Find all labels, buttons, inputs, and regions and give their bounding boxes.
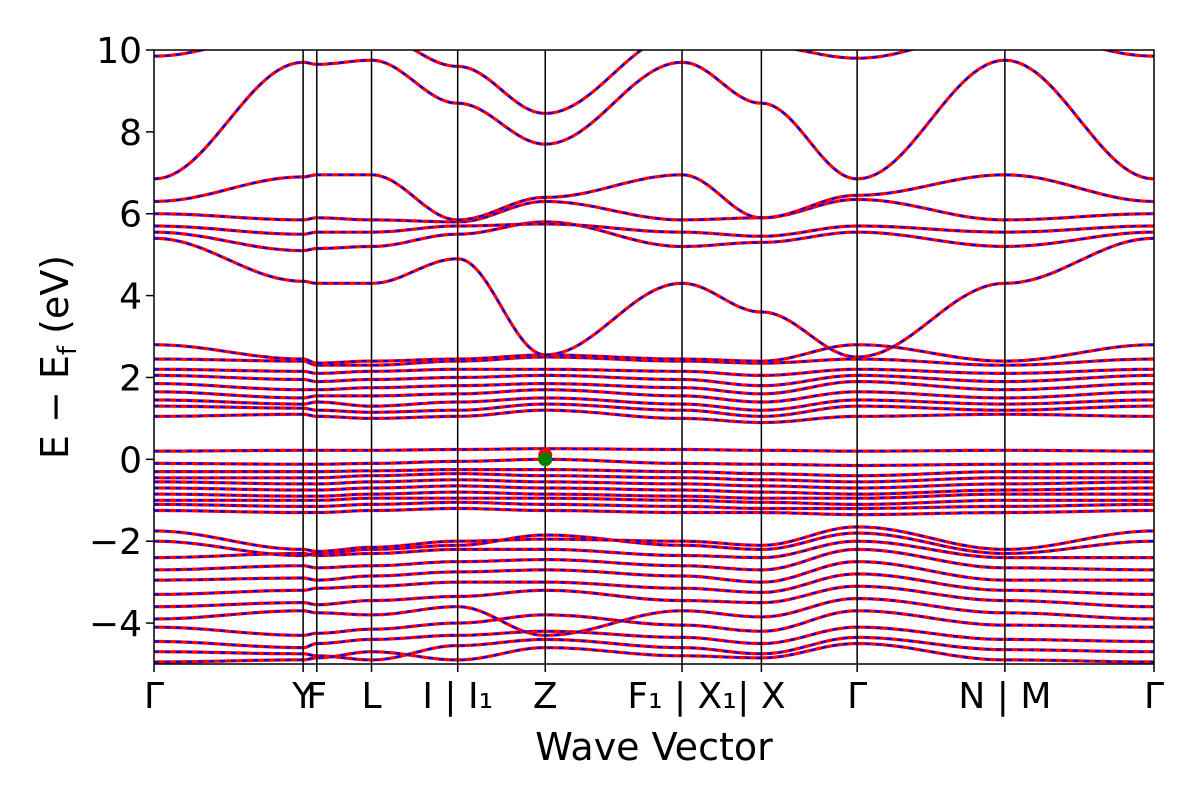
- x-tick-label: Γ: [1144, 676, 1164, 717]
- band-line-dashed-8: [154, 560, 1154, 584]
- band-line-dashed-35: [154, 198, 1154, 223]
- band-line-dashed-27: [154, 380, 1154, 395]
- band-line-dashed-18: [154, 478, 1154, 490]
- band-line-dashed-33: [154, 220, 1154, 252]
- band-line-dashed-4: [154, 609, 1154, 637]
- band-line-dashed-14: [154, 501, 1154, 510]
- y-tick-label: 0: [119, 440, 142, 481]
- x-tick-label: Y: [291, 676, 315, 717]
- y-tick-label: 8: [119, 113, 142, 154]
- kpoint-lines: [302, 50, 1006, 664]
- x-tick-label: F: [306, 676, 327, 717]
- band-line-dashed-32: [154, 237, 1154, 359]
- band-line-dashed-21: [154, 458, 1154, 467]
- band-line-dashed-3: [154, 626, 1154, 649]
- plot-background: [154, 50, 1154, 664]
- x-tick-label: Z: [533, 676, 558, 717]
- band-line-dashed-23: [154, 409, 1154, 424]
- band-line-dashed-6: [154, 585, 1154, 608]
- band-line-dashed-17: [154, 484, 1154, 496]
- x-axis-title: Wave Vector: [535, 725, 773, 769]
- band-line-dashed-22: [154, 447, 1154, 453]
- y-tick-label: 4: [119, 277, 142, 318]
- x-tick-label: L: [361, 676, 381, 717]
- band-line-dashed-28: [154, 374, 1154, 387]
- plot-frame: [153, 49, 1155, 665]
- band-line-dashed-26: [154, 388, 1154, 404]
- x-tick-label: F₁ | X₁: [627, 676, 736, 717]
- y-axis-title: E − Ef (eV): [33, 255, 83, 459]
- band-line-dashed-16: [154, 491, 1154, 500]
- band-line-dashed-34: [154, 222, 1154, 238]
- x-axis-ticks: Γ YF L I | I₁ Z F₁ | X₁ | X Γ N | M Γ: [144, 664, 1164, 717]
- y-tick-label: 2: [119, 358, 142, 399]
- band-line-dashed-15: [154, 497, 1154, 506]
- band-line-dashed-25: [154, 396, 1154, 412]
- fermi-markers: [538, 448, 553, 467]
- y-axis-ticks: −4 −2 0 2 4 6 8 10: [89, 31, 154, 645]
- fermi-marker: [538, 452, 553, 467]
- band-line-dashed-1: [154, 642, 1154, 664]
- band-line-dashed-30: [154, 355, 1154, 367]
- y-tick-label: −2: [89, 522, 142, 563]
- x-tick-label: I | I₁: [422, 676, 493, 717]
- band-line-dashed-19: [154, 472, 1154, 483]
- band-line-dashed-38: [154, 50, 1154, 115]
- band-line-dashed-7: [154, 572, 1154, 596]
- y-tick-label: −4: [89, 604, 142, 645]
- band-line-dashed-2: [154, 636, 1154, 661]
- x-tick-label: | X: [737, 676, 785, 717]
- y-tick-label: 10: [96, 31, 142, 72]
- band-line-dashed-20: [154, 468, 1154, 477]
- x-tick-label: Γ: [847, 676, 867, 717]
- x-tick-label: N | M: [958, 676, 1051, 717]
- band-line-dashed-13: [154, 507, 1154, 516]
- y-tick-label: 6: [119, 195, 142, 236]
- band-line-dashed-24: [154, 403, 1154, 418]
- band-line-dashed-9: [154, 548, 1154, 572]
- x-tick-label: Γ: [144, 676, 164, 717]
- band-line-dashed-29: [154, 368, 1154, 377]
